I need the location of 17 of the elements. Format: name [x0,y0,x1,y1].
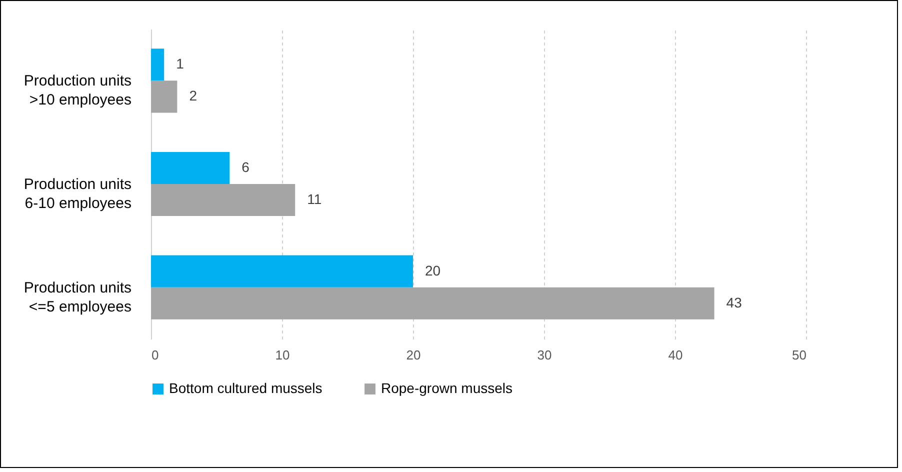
x-tick-label: 40 [668,348,683,362]
data-label: 2 [189,88,198,104]
y-tick-label: Production units >10 employees [24,72,132,109]
x-tick-label: 30 [537,348,552,362]
data-label: 11 [307,191,322,208]
data-label: 1 [176,56,184,72]
x-tick-label: 10 [275,348,290,362]
x-tick-label: 20 [406,348,421,362]
data-label: 43 [726,294,742,310]
y-tick-label: Production units 6-10 employees [24,176,132,212]
data-label: 20 [425,262,441,278]
legend-label: Rope-grown mussels [381,380,512,396]
data-label: 6 [242,158,250,175]
y-tick-label: Production units <=5 employees [24,279,132,316]
x-tick-label: 0 [152,348,159,362]
x-tick-label: 50 [792,348,806,362]
legend-label: Bottom cultured mussels [169,380,322,396]
